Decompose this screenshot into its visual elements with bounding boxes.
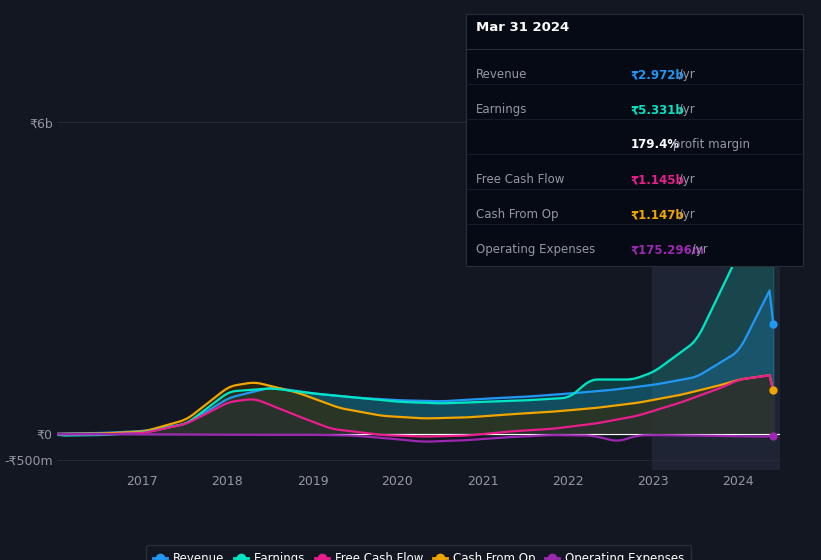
Text: Revenue: Revenue: [476, 68, 528, 81]
Text: /yr: /yr: [676, 173, 695, 186]
Text: Earnings: Earnings: [476, 103, 528, 116]
Legend: Revenue, Earnings, Free Cash Flow, Cash From Op, Operating Expenses: Revenue, Earnings, Free Cash Flow, Cash …: [146, 545, 691, 560]
Text: /yr: /yr: [676, 103, 695, 116]
Text: ₹1.145b: ₹1.145b: [631, 173, 685, 186]
Text: Cash From Op: Cash From Op: [476, 208, 558, 221]
Text: /yr: /yr: [676, 68, 695, 81]
Text: Mar 31 2024: Mar 31 2024: [476, 21, 570, 34]
Text: /yr: /yr: [688, 243, 708, 256]
Text: 179.4%: 179.4%: [631, 138, 680, 151]
Text: /yr: /yr: [676, 208, 695, 221]
Bar: [653, 112, 780, 470]
Text: ₹175.296m: ₹175.296m: [631, 243, 704, 256]
Text: Free Cash Flow: Free Cash Flow: [476, 173, 565, 186]
Text: ₹5.331b: ₹5.331b: [631, 103, 684, 116]
Text: Operating Expenses: Operating Expenses: [476, 243, 595, 256]
Text: ₹2.972b: ₹2.972b: [631, 68, 684, 81]
Text: profit margin: profit margin: [669, 138, 750, 151]
Text: ₹1.147b: ₹1.147b: [631, 208, 684, 221]
